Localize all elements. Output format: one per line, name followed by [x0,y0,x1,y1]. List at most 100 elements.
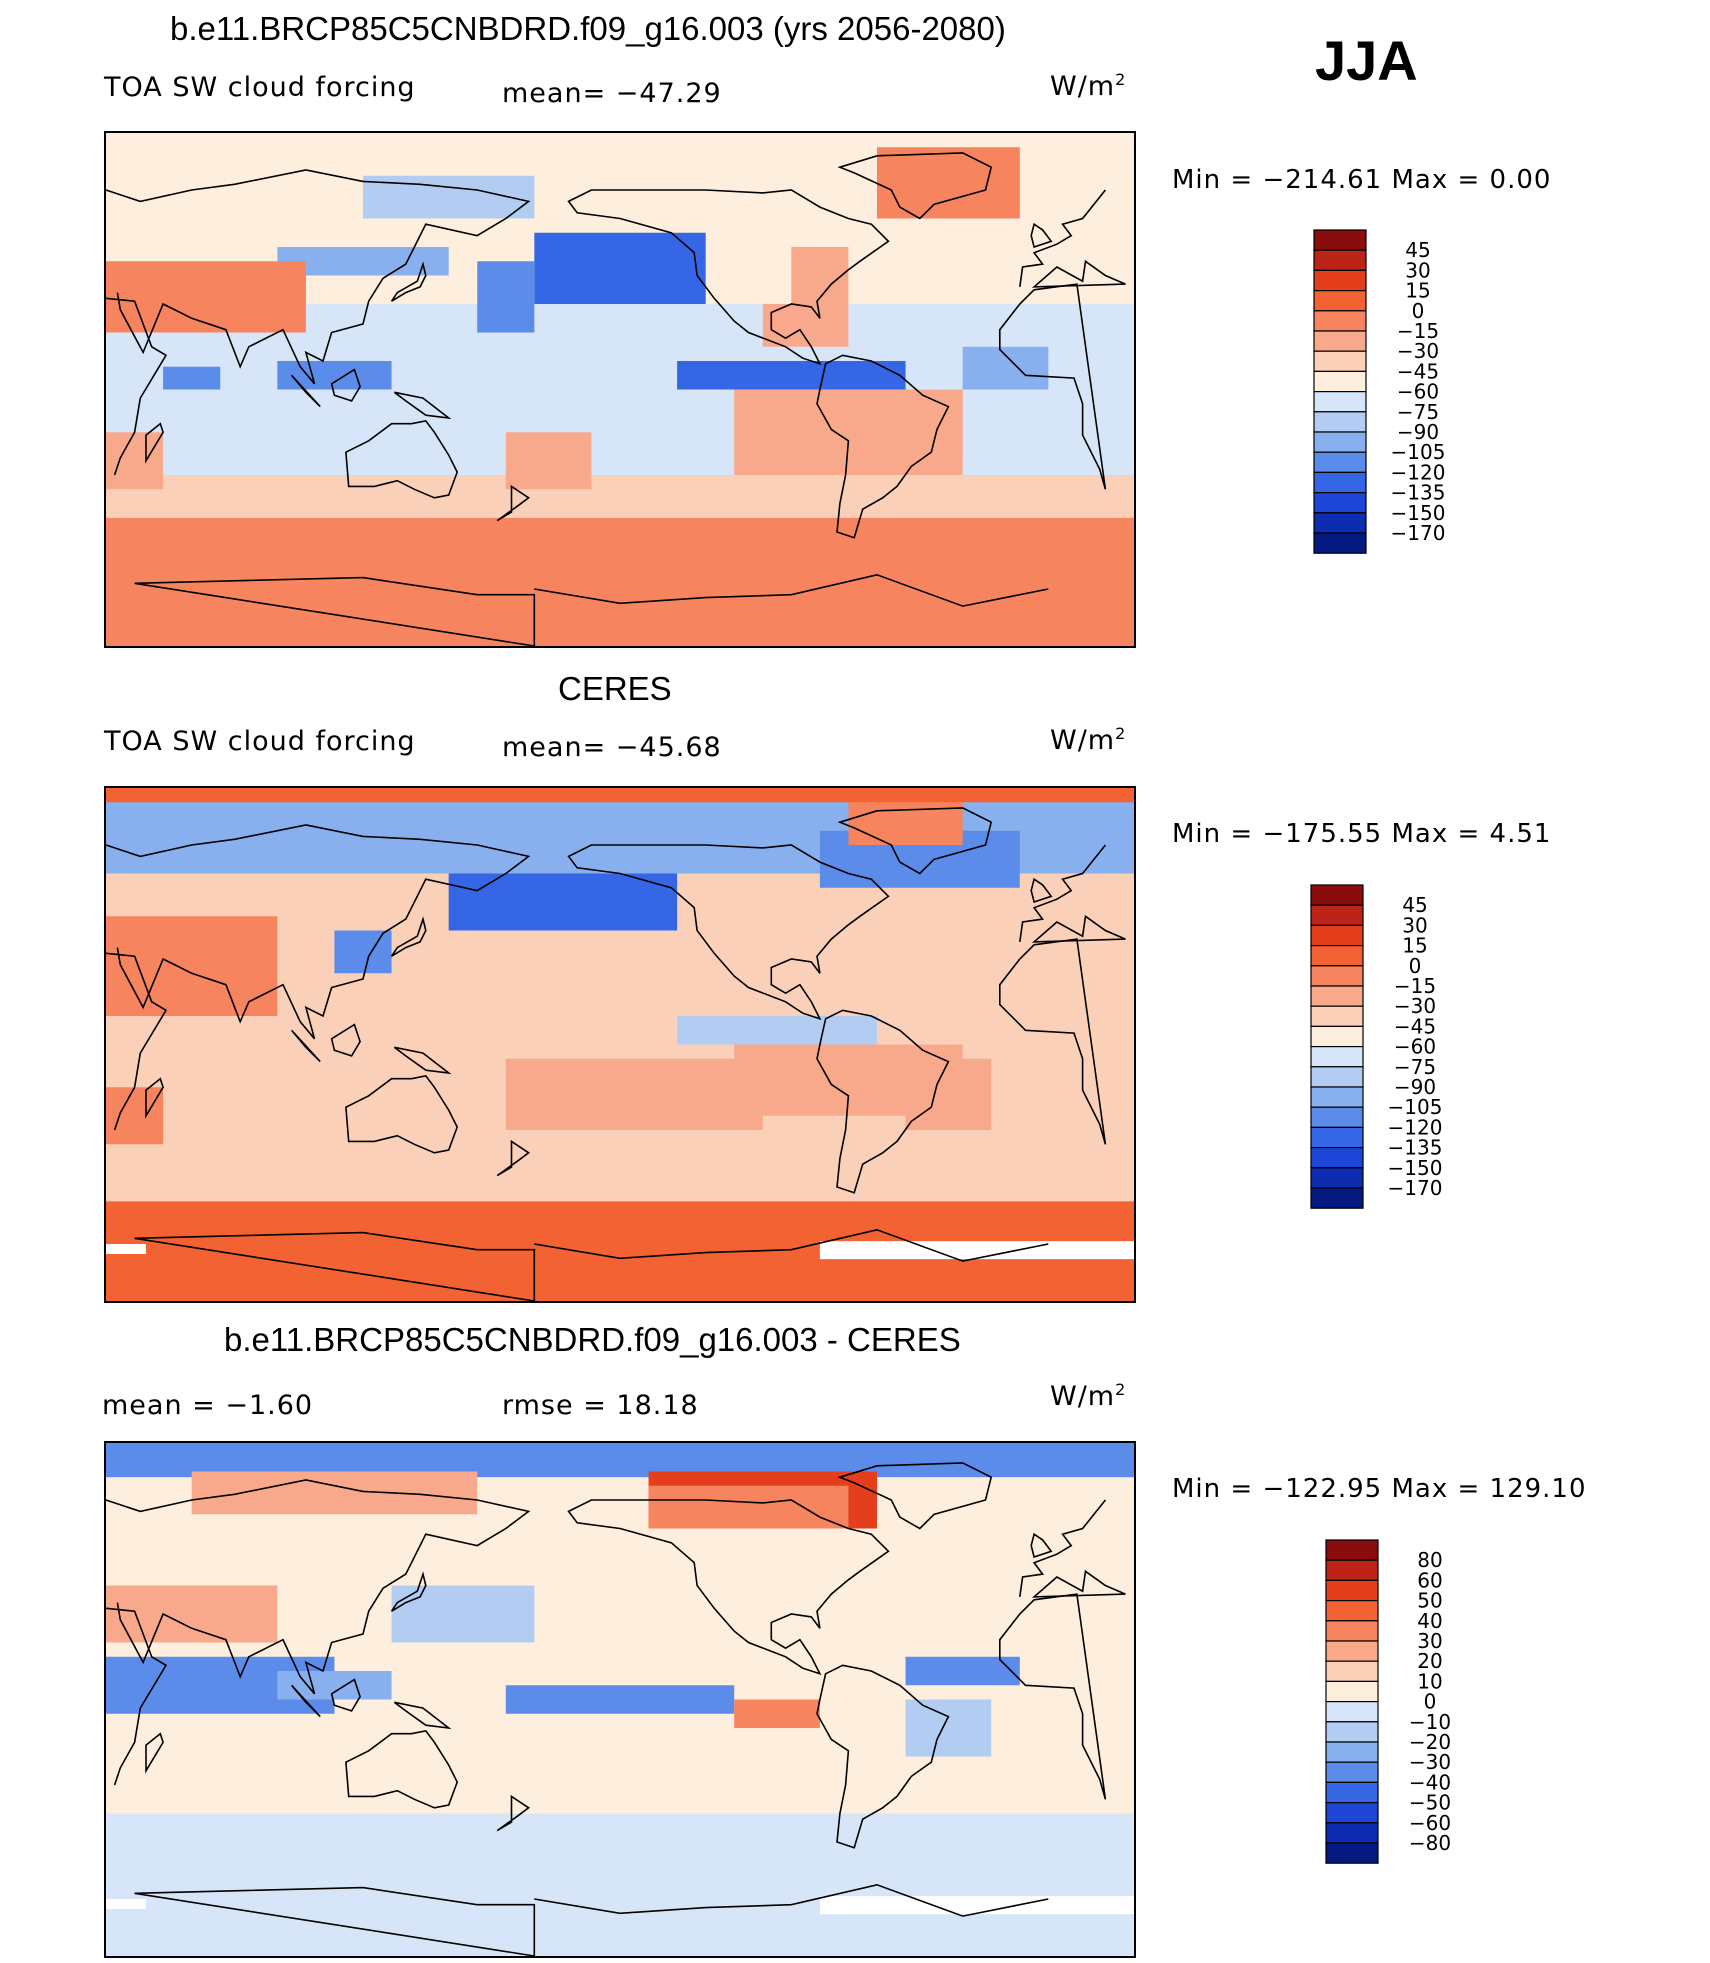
coastline [290,1684,321,1718]
panel1-mean-label: mean= −47.29 [502,78,722,109]
coastline [390,916,427,957]
panel2-colorbar-svg: 4530150−15−30−45−60−75−90−105−120−135−15… [1310,884,1443,1209]
colorbar-tick-label: −60 [1394,1035,1436,1059]
colorbar-swatch [1310,985,1364,1007]
colorbar-swatch [1310,1005,1364,1027]
field-contour [106,1087,164,1145]
colorbar-tick-label: −120 [1388,1115,1443,1139]
colorbar-tick-label: 15 [1402,934,1427,958]
field-layer [106,1443,1134,1956]
colorbar-swatch [1310,1147,1364,1169]
field-contour [106,1152,1134,1202]
coastline [567,189,890,366]
panel3-title: b.e11.BRCP85C5CNBDRD.f09_g16.003 - CERES [224,1321,961,1358]
panel1-variable-label: TOA SW cloud forcing [104,72,416,103]
missing-data [106,1899,146,1909]
coastline [393,1046,452,1075]
missing-data [106,1244,146,1254]
colorbar-swatch [1313,269,1367,292]
field-contour [791,247,849,304]
panel2-min-max: Min = −175.55 Max = 4.51 [1172,819,1552,849]
coastline [816,1009,950,1194]
colorbar-swatch [1313,330,1367,352]
panel2-units: W/m2 [1050,724,1127,756]
colorbar-swatch [1313,512,1367,534]
field-contour [106,517,1134,646]
field-contour [848,793,963,845]
colorbar-swatch [1310,1046,1364,1068]
colorbar-tick-label: −15 [1394,974,1436,998]
coastline [816,354,950,539]
colorbar-swatch [1325,1842,1379,1864]
colorbar-tick-label: −120 [1391,460,1446,484]
coastline [816,1664,950,1849]
coastline [345,1075,459,1154]
colorbar-swatch [1313,350,1367,372]
colorbar-swatch [1310,1066,1364,1088]
coastline [1030,877,1053,904]
season-label: JJA [1315,29,1418,92]
field-contour [334,930,392,974]
coastline [837,152,993,220]
field-contour [677,361,906,390]
coastline [496,1794,530,1832]
colorbar-swatch [1325,1680,1379,1703]
colorbar-swatch [1313,431,1367,453]
colorbar-tick-label: 45 [1405,238,1430,262]
colorbar-swatch [1310,1025,1364,1048]
colorbar-tick-label: −170 [1388,1176,1443,1200]
colorbar-tick-label: −105 [1388,1095,1443,1119]
colorbar-swatch [1313,451,1367,473]
colorbar-swatch [1325,1701,1379,1723]
field-contour [648,1485,849,1529]
colorbar-swatch [1325,1741,1379,1763]
panel3-colorbar: 80 60 50 40 30 20 10 0 −10 −20 −30 −40 −50 −60 −80 [1325,1539,1486,1954]
field-contour [905,1656,1020,1686]
colorbar-tick-label: −135 [1388,1136,1443,1160]
coastline [393,1701,452,1730]
coastline [106,169,1126,385]
colorbar-tick-label: 30 [1402,913,1427,937]
coastline [496,484,530,522]
colorbar-swatch [1325,1599,1379,1622]
coastline [496,1139,530,1177]
colorbar-tick-label: 15 [1405,279,1430,303]
colorbar-tick-label: −150 [1391,501,1446,525]
colorbar-tick-label: 45 [1402,893,1427,917]
coastline [330,368,361,402]
panel2-title: CERES [558,670,672,707]
coastline [106,1593,1107,1800]
coastline [390,1571,427,1612]
colorbar-tick-label: 30 [1417,1629,1442,1653]
panel1-map-svg [106,133,1134,646]
field-contour [191,1471,478,1515]
panel2-variable-label: TOA SW cloud forcing [104,726,416,757]
panel3-mean-label: mean = −1.60 [102,1390,314,1421]
colorbar-tick-label: −50 [1409,1791,1451,1815]
colorbar-swatch [1325,1539,1379,1561]
coastline [106,824,1126,1040]
colorbar-tick-label: 50 [1417,1589,1442,1613]
colorbar-swatch [1325,1620,1379,1642]
colorbar-tick-label: −170 [1391,521,1446,545]
colorbar-tick-label: −75 [1394,1055,1436,1079]
field-contour [106,432,164,490]
colorbar-tick-label: −60 [1397,380,1439,404]
coastline [106,1479,1126,1695]
coastline [567,844,890,1021]
coastline [1030,1532,1053,1559]
colorbar-swatch [1310,944,1364,967]
coastline [134,1883,1049,1956]
colorbar-swatch [1310,1086,1364,1108]
coastline [134,1228,1049,1301]
panel2-map [104,786,1136,1303]
coastline [290,374,321,408]
field-contour [106,916,278,1016]
colorbar-swatch [1313,229,1367,251]
field-contour [677,1016,877,1045]
colorbar-tick-label: 0 [1412,299,1425,323]
field-contour [106,261,306,333]
field-contour [477,261,535,333]
field-contour [962,346,1049,390]
colorbar-tick-label: 20 [1417,1649,1442,1673]
